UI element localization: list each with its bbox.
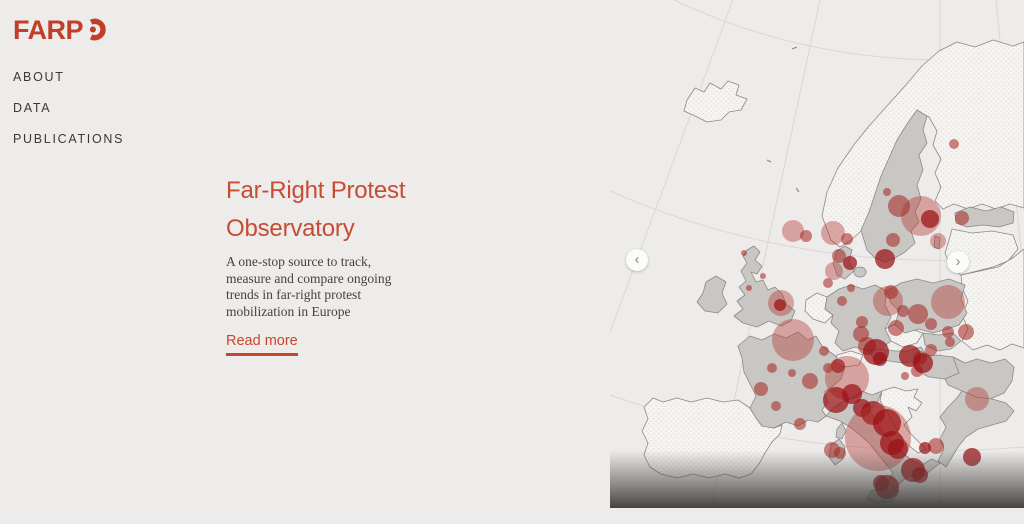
protest-bubble	[842, 384, 862, 404]
carousel-next-button[interactable]: ›	[947, 251, 969, 273]
hero-section: Far-Right Protest Observatory A one-stop…	[226, 172, 426, 356]
protest-bubble	[913, 353, 933, 373]
protest-bubble	[908, 304, 928, 324]
protest-bubble	[831, 359, 845, 373]
protest-bubble	[771, 401, 781, 411]
protest-bubble	[925, 344, 937, 356]
protest-bubble	[823, 278, 833, 288]
chevron-right-icon: ›	[955, 253, 961, 270]
protest-bubble	[841, 233, 853, 245]
map-land-gotland	[933, 235, 941, 250]
protest-bubble	[856, 316, 868, 328]
protest-bubble	[888, 195, 910, 217]
protest-bubble	[746, 285, 752, 291]
page-title: Far-Right Protest Observatory	[226, 172, 426, 248]
protest-bubble	[837, 296, 847, 306]
protest-bubble	[774, 299, 786, 311]
protest-bubble	[843, 256, 857, 270]
protest-bubble	[772, 319, 814, 361]
map-land-romania	[944, 356, 1015, 400]
protest-bubble	[800, 230, 812, 242]
map-land-estonia	[954, 206, 1015, 228]
map-land-iceland	[683, 80, 748, 123]
protest-bubble	[901, 372, 909, 380]
protest-bubble	[875, 249, 895, 269]
map-land-ireland	[696, 275, 728, 314]
map-bottom-gradient	[610, 450, 1024, 508]
protest-bubble	[754, 382, 768, 396]
protest-bubble	[955, 211, 969, 225]
protest-bubble	[925, 318, 937, 330]
logo[interactable]: FARP	[13, 14, 213, 45]
protest-bubble	[847, 284, 855, 292]
protest-bubble	[945, 337, 955, 347]
protest-bubble	[930, 233, 946, 249]
protest-bubble	[897, 305, 909, 317]
read-more-link[interactable]: Read more	[226, 333, 298, 356]
nav-item-about[interactable]: ABOUT	[13, 70, 65, 84]
protest-bubble	[949, 139, 959, 149]
protest-bubble	[741, 250, 747, 256]
map-land-corsica	[835, 422, 847, 440]
sidebar: FARP ABOUT DATA PUBLICATIONS	[13, 14, 213, 163]
main-nav: ABOUT DATA PUBLICATIONS	[13, 70, 213, 146]
protest-bubble	[873, 352, 887, 366]
protest-bubble	[888, 320, 904, 336]
protest-bubble	[931, 285, 965, 319]
protest-bubble	[823, 363, 833, 373]
protest-bubble	[802, 373, 818, 389]
protest-bubble	[921, 210, 939, 228]
protest-bubble	[942, 326, 954, 338]
map-land-zealand	[853, 266, 867, 278]
protest-bubble	[819, 346, 829, 356]
protest-bubble	[760, 273, 766, 279]
protest-bubble	[958, 324, 974, 340]
protest-bubble	[883, 188, 891, 196]
carousel-prev-button[interactable]: ‹	[626, 249, 648, 271]
protest-bubble	[794, 418, 806, 430]
hero-description: A one-stop source to track, measure and …	[226, 254, 392, 319]
page-title-line2: Observatory	[226, 215, 355, 242]
protest-bubble	[825, 262, 843, 280]
nav-item-publications[interactable]: PUBLICATIONS	[13, 132, 125, 146]
protest-bubble	[821, 221, 845, 245]
map-land-nodata	[641, 39, 1024, 479]
nav-item-data[interactable]: DATA	[13, 101, 52, 115]
protest-bubble	[832, 249, 846, 263]
protest-bubble	[767, 363, 777, 373]
chevron-left-icon: ‹	[634, 251, 640, 268]
map-canvas	[610, 0, 1024, 508]
logo-text: FARP	[13, 14, 84, 45]
protest-bubble	[782, 220, 804, 242]
protest-bubble	[884, 285, 898, 299]
map-islets	[766, 46, 800, 193]
logo-o-icon	[89, 18, 106, 41]
europe-protest-map[interactable]: ‹ ›	[610, 0, 1024, 508]
protest-bubble	[788, 369, 796, 377]
protest-bubble	[886, 233, 900, 247]
map-land-sweden	[860, 109, 928, 263]
protest-bubble	[873, 409, 901, 437]
page-title-line1: Far-Right Protest	[226, 177, 406, 204]
protest-bubble	[965, 387, 989, 411]
